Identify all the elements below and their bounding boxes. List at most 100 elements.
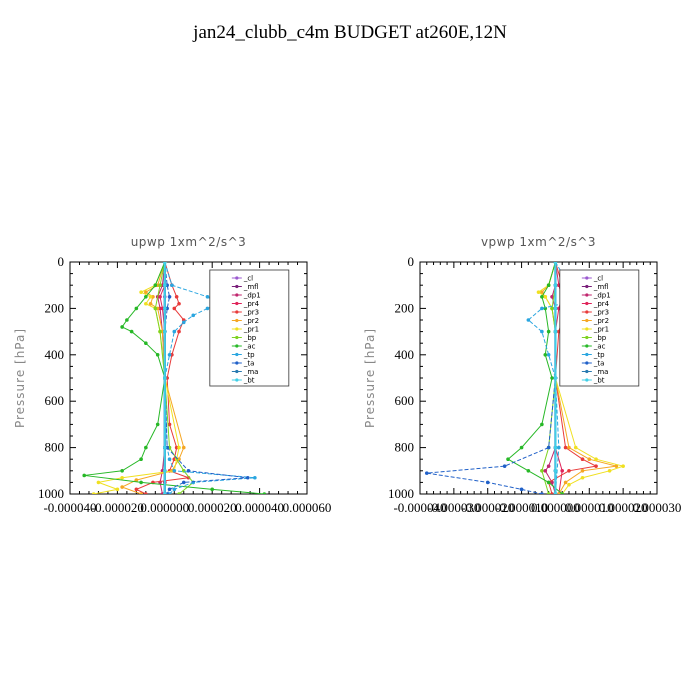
x-tick-label: 0.000010 <box>565 500 614 515</box>
data-point-ta <box>186 469 191 473</box>
data-point-pr3 <box>134 487 139 492</box>
data-point-bt <box>553 492 558 494</box>
data-point-pr1 <box>573 445 578 450</box>
data-point-pr3 <box>550 492 554 494</box>
data-point-bt <box>163 262 167 264</box>
data-point-pr1 <box>177 445 181 450</box>
legend-label: _bp <box>593 334 607 342</box>
legend-marker <box>585 310 589 314</box>
data-point-pr1 <box>607 469 612 473</box>
data-point-ac <box>546 480 551 485</box>
data-point-ac <box>210 487 214 492</box>
data-point-ac <box>139 480 143 485</box>
series-group <box>424 262 625 494</box>
data-point-pr2 <box>614 464 619 468</box>
legend: _cl_mfl_dp1_pr4_pr3_pr2_pr1_bp_ac_tp_ta_… <box>209 269 290 387</box>
series-line-ta <box>426 262 556 494</box>
data-point-ac <box>153 283 158 288</box>
data-point-pr4 <box>158 295 162 299</box>
data-point-bt <box>163 283 167 288</box>
data-point-ac <box>560 492 564 494</box>
legend-box <box>559 269 640 387</box>
data-point-pr1 <box>580 475 585 480</box>
legend-marker <box>235 361 239 365</box>
data-point-ac <box>540 295 544 299</box>
legend-label: _dp1 <box>243 292 261 300</box>
legend-label: _cl <box>593 275 603 283</box>
data-point-bt <box>553 329 558 334</box>
data-point-tp <box>172 487 177 492</box>
data-point-pr1 <box>543 295 548 299</box>
data-point-bt <box>553 376 558 380</box>
data-point-pr3 <box>186 475 191 480</box>
x-tick-label: -0.000010 <box>495 500 548 515</box>
data-point-bp <box>158 283 162 288</box>
legend-label: _pr1 <box>593 326 609 334</box>
legend-label: _ma <box>593 368 609 376</box>
data-point-pr1 <box>148 295 153 299</box>
panel-1: upwp 1xm^2/s^3 Pressure [hPa] 0 200 400 600 80… <box>13 235 331 515</box>
legend-marker <box>235 318 239 323</box>
y-axis-title: Pressure [hPa] <box>363 328 377 428</box>
data-point-bt <box>163 492 167 494</box>
legend-box <box>209 269 290 387</box>
panel-2: vpwp 1xm^2/s^3 Pressure [hPa] 0 200 400 600 80… <box>363 235 681 515</box>
y-tick-label: 600 <box>395 393 415 408</box>
data-point-ac <box>155 422 160 427</box>
x-tick-label: 0.000000 <box>531 500 580 515</box>
data-point-bp <box>158 329 162 334</box>
data-point-pr2 <box>139 492 143 494</box>
data-point-ac <box>144 341 148 346</box>
data-point-tp <box>546 353 551 357</box>
legend-marker <box>235 276 239 280</box>
legend-label: _tp <box>593 351 605 359</box>
data-point-tp <box>540 306 544 311</box>
data-point-bt <box>163 329 167 334</box>
data-point-pr3 <box>563 445 568 450</box>
data-point-ac <box>543 353 548 357</box>
legend-marker <box>585 352 589 357</box>
data-point-pr1 <box>139 290 143 294</box>
legend-marker <box>235 301 239 306</box>
y-tick-label: 200 <box>395 300 415 315</box>
data-point-bt <box>163 445 167 450</box>
data-point-tp <box>526 318 531 322</box>
data-point-ac <box>134 306 139 311</box>
legend-label: _pr4 <box>243 300 260 308</box>
data-point-pr3 <box>177 301 181 306</box>
data-point-bt <box>163 376 167 380</box>
legend-label: _bt <box>243 377 255 385</box>
legend-marker <box>235 310 239 314</box>
data-point-tp <box>557 445 561 450</box>
data-point-ta <box>181 480 186 485</box>
legend-marker <box>585 318 589 323</box>
data-point-bt <box>553 306 558 311</box>
panel-title: vpwp 1xm^2/s^3 <box>481 235 596 249</box>
data-point-bp <box>177 492 181 494</box>
data-point-pr1 <box>594 457 598 462</box>
legend-marker <box>235 335 239 340</box>
data-point-ac <box>139 457 143 462</box>
legend-marker <box>585 361 589 365</box>
data-point-pr2 <box>557 492 561 494</box>
data-point-ta <box>540 492 544 494</box>
x-tick-label: 0.000040 <box>235 500 284 515</box>
legend-label: _bt <box>593 377 605 385</box>
y-tick-label: 400 <box>45 347 65 362</box>
data-point-pr1 <box>91 492 96 494</box>
data-point-ac <box>550 376 554 380</box>
x-tick-label: 0.000020 <box>188 500 237 515</box>
data-point-tp <box>205 306 210 311</box>
legend-label: _ta <box>593 360 605 368</box>
legend-label: _bp <box>243 334 257 342</box>
legend-label: _mfl <box>243 283 259 291</box>
data-point-pr2 <box>540 290 544 294</box>
series-line-ta <box>164 262 248 494</box>
data-point-ac <box>546 283 551 288</box>
series-line-tp <box>527 262 577 494</box>
data-point-pr2 <box>181 445 186 450</box>
data-point-bp <box>550 306 554 311</box>
legend-label: _pr1 <box>243 326 259 334</box>
legend-label: _ma <box>243 368 259 376</box>
